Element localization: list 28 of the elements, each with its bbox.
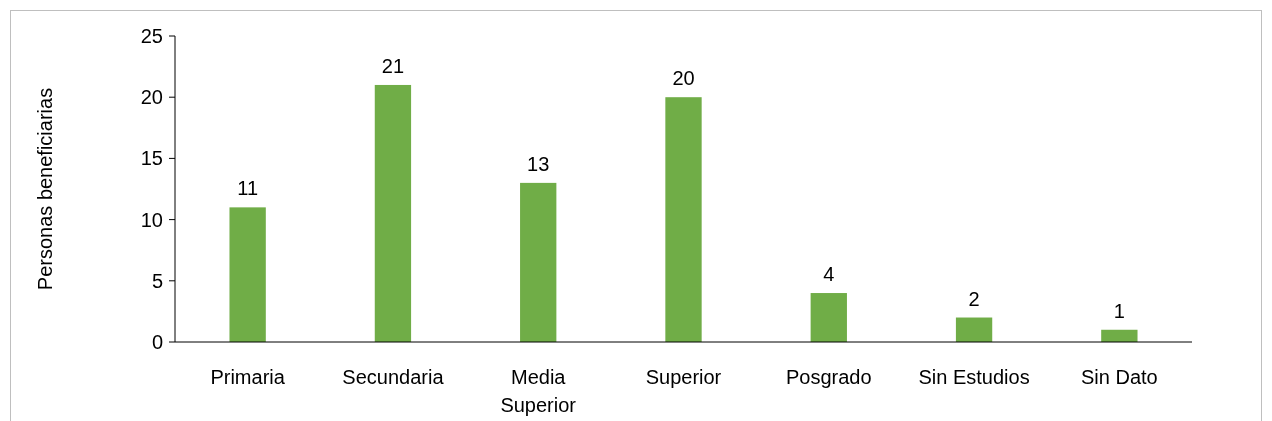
data-label: 4: [823, 263, 835, 286]
x-tick-label: Superior: [645, 366, 722, 388]
bar: [955, 317, 993, 342]
bar: [374, 84, 412, 342]
y-tick-label: 5: [151, 269, 163, 292]
bar: [520, 182, 557, 342]
y-tick-label: 0: [151, 331, 163, 353]
data-label: 1: [1113, 299, 1125, 322]
bar: [229, 207, 266, 342]
y-axis-title: Personas beneficiarias: [34, 87, 56, 291]
y-tick-label: 10: [140, 208, 163, 231]
data-label: 11: [237, 177, 259, 200]
x-tick-label: Primaria: [210, 366, 286, 388]
bar: [810, 293, 847, 342]
data-label: 20: [672, 67, 695, 90]
x-tick-label: Sin Estudios: [918, 366, 1030, 388]
bar: [665, 97, 702, 342]
data-label: 21: [381, 54, 405, 77]
y-tick-label: 25: [140, 25, 163, 47]
x-tick-label: Posgrado: [785, 366, 872, 388]
data-label: 2: [968, 287, 980, 310]
y-tick-label: 20: [140, 86, 163, 109]
x-tick-label: Media Superior: [500, 366, 577, 416]
x-tick-label: Sin Dato: [1081, 366, 1158, 388]
y-tick-label: 15: [140, 147, 163, 170]
x-tick-label: Secundaria: [342, 366, 445, 388]
bar: [1101, 329, 1138, 342]
data-label: 13: [527, 152, 550, 175]
